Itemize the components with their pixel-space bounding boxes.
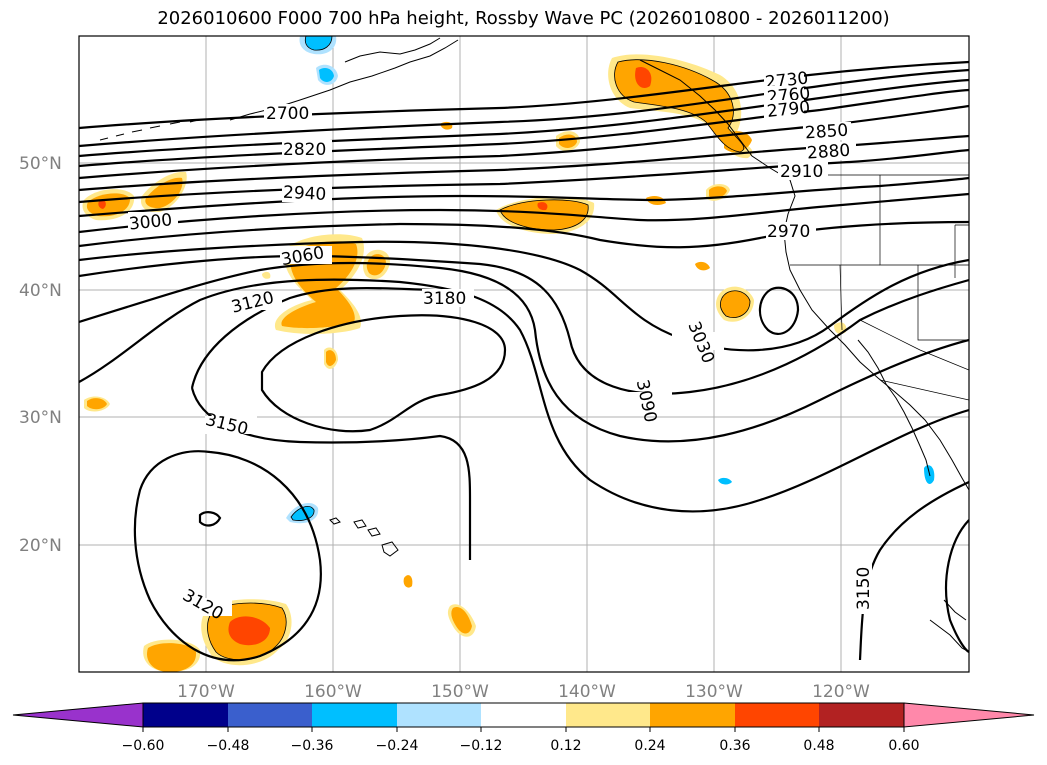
latitude-labels: 50°N 40°N 30°N 20°N — [19, 154, 62, 556]
map-title: 2026010600 F000 700 hPa height, Rossby W… — [157, 8, 890, 29]
colorbar-tick-label: −0.24 — [376, 738, 419, 754]
lat-label: 40°N — [19, 281, 62, 301]
lon-label: 150°W — [431, 682, 489, 702]
lat-label: 50°N — [19, 154, 62, 174]
lon-label: 120°W — [812, 682, 870, 702]
contour-label: 2700 — [266, 104, 309, 124]
lon-label: 160°W — [304, 682, 362, 702]
colorbar-tick-label: 0.60 — [888, 738, 919, 754]
colorbar-segment — [735, 703, 819, 727]
colorbar: −0.60 −0.48 −0.36 −0.24 −0.12 0.12 0.24 … — [12, 702, 1035, 754]
colorbar-tick-label: −0.12 — [460, 738, 503, 754]
contour-label: 2850 — [804, 120, 849, 143]
colorbar-tick-label: 0.12 — [550, 738, 581, 754]
contour-label: 2970 — [767, 222, 810, 242]
lon-label: 170°W — [177, 682, 235, 702]
contour-label: 2820 — [283, 140, 326, 160]
colorbar-tick-label: 0.48 — [803, 738, 834, 754]
lon-label: 130°W — [685, 682, 743, 702]
contour-label: 2940 — [283, 183, 327, 205]
lat-label: 30°N — [19, 408, 62, 428]
colorbar-tick-label: −0.36 — [291, 738, 334, 754]
colorbar-tick-label: 0.36 — [719, 738, 750, 754]
anomaly-fills — [82, 36, 935, 672]
contour-labels: 2730 2760 2790 2700 2850 2820 2880 2910 … — [128, 69, 874, 624]
colorbar-segment — [566, 703, 650, 727]
colorbar-segment — [650, 703, 735, 727]
colorbar-tick-label: −0.48 — [207, 738, 250, 754]
lon-label: 140°W — [558, 682, 616, 702]
colorbar-segment — [143, 703, 228, 727]
contour-label: 2790 — [766, 98, 811, 122]
colorbar-extend-high — [903, 702, 1035, 728]
contour-label: 3180 — [423, 289, 466, 309]
map-frame — [78, 35, 970, 673]
colorbar-segment — [397, 703, 481, 727]
contour-label: 2880 — [806, 141, 851, 164]
contour-label: 3150 — [854, 567, 874, 610]
longitude-labels: 170°W 160°W 150°W 140°W 130°W 120°W — [177, 682, 870, 702]
colorbar-tick-label: −0.60 — [122, 738, 165, 754]
colorbar-tick-label: 0.24 — [634, 738, 665, 754]
anomaly-outlines — [207, 36, 751, 661]
height-contours — [79, 60, 969, 662]
colorbar-segment — [228, 703, 312, 727]
contour-label: 3000 — [128, 210, 173, 234]
hawaiian-islands — [329, 517, 399, 557]
colorbar-segment — [819, 703, 904, 727]
lat-label: 20°N — [19, 536, 62, 556]
colorbar-segment — [481, 703, 566, 727]
colorbar-extend-low — [12, 702, 144, 728]
contour-label: 2910 — [780, 162, 823, 182]
colorbar-segment — [312, 703, 397, 727]
